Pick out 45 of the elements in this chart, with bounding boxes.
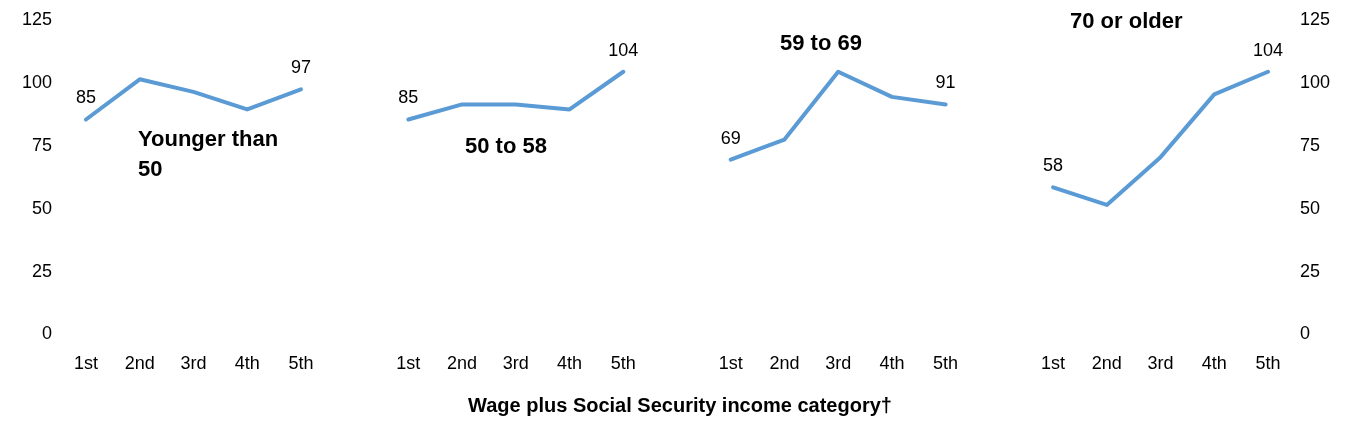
data-label: 85: [398, 87, 419, 108]
x-tick-label: 5th: [1255, 353, 1281, 373]
annotation: 70 or older: [1070, 8, 1183, 33]
y-tick-label: 100: [21, 72, 52, 93]
x-axis-title: Wage plus Social Security income category†: [468, 394, 892, 416]
y2-tick-label: 25: [1300, 260, 1321, 281]
y2-tick-label: 0: [1300, 323, 1311, 344]
x-tick-label: 4th: [234, 353, 260, 373]
x-tick-label: 2nd: [1091, 353, 1122, 373]
x-tick-label: 3rd: [825, 353, 852, 373]
x-tick-label: 3rd: [1147, 353, 1174, 373]
x-tick-label: 1st: [396, 353, 421, 373]
x-tick-label: 5th: [288, 353, 314, 373]
x-tick-label: 5th: [610, 353, 636, 373]
annotation: 50 to 58: [465, 133, 547, 158]
y-tick-label: 0: [41, 323, 52, 344]
x-tick-label: 1st: [1041, 353, 1066, 373]
x-tick-label: 4th: [557, 353, 583, 373]
x-tick-label: 2nd: [769, 353, 800, 373]
x-tick-label: 3rd: [180, 353, 207, 373]
x-tick-label: 1st: [73, 353, 99, 373]
y2-tick-label: 100: [1300, 72, 1331, 93]
data-label: 58: [1043, 155, 1064, 176]
y2-tick-label: 75: [1300, 134, 1321, 155]
x-tick-label: 4th: [1201, 353, 1227, 373]
y2-tick-label: 50: [1300, 197, 1321, 218]
data-label: 104: [608, 39, 639, 60]
x-tick-label: 3rd: [502, 353, 529, 373]
data-label: 69: [720, 127, 741, 148]
y-tick-label: 75: [31, 134, 52, 155]
data-label: 91: [935, 72, 956, 93]
x-tick-label: 1st: [718, 353, 743, 373]
x-tick-label: 2nd: [124, 353, 155, 373]
data-label: 85: [75, 87, 97, 108]
y-tick-label: 50: [31, 197, 52, 218]
data-label: 104: [1252, 39, 1284, 60]
data-label: 97: [290, 57, 311, 78]
y-tick-label: 125: [21, 9, 52, 30]
x-tick-label: 4th: [879, 353, 905, 373]
x-tick-label: 5th: [933, 353, 959, 373]
x-tick-label: 2nd: [447, 353, 478, 373]
annotation: 59 to 69: [780, 30, 862, 55]
y-tick-label: 25: [31, 260, 52, 281]
annotation: Younger than 50: [138, 126, 279, 181]
y2-tick-label: 125: [1300, 9, 1331, 30]
